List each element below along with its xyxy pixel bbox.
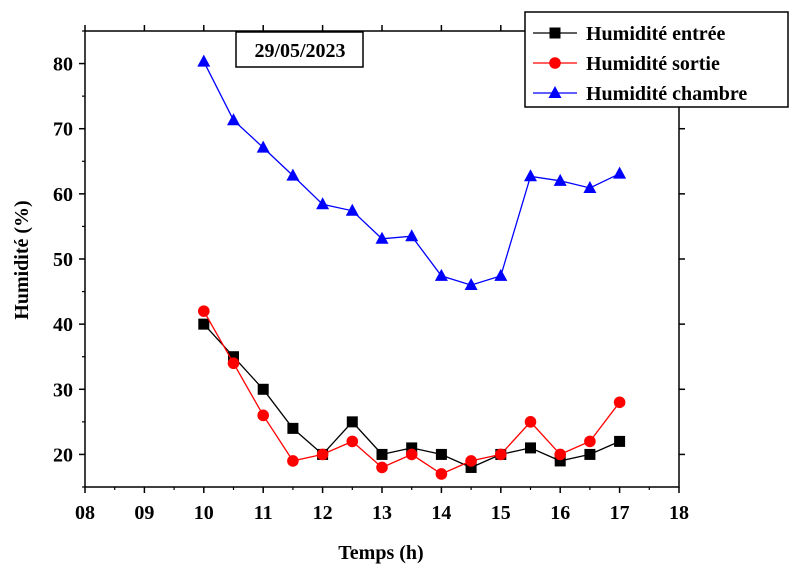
data-point bbox=[583, 180, 597, 193]
legend-marker bbox=[548, 86, 562, 98]
data-point bbox=[494, 268, 508, 281]
date-annotation-text: 29/05/2023 bbox=[254, 40, 345, 62]
data-point bbox=[584, 448, 596, 460]
y-tick-label: 80 bbox=[53, 54, 73, 76]
y-tick-label: 50 bbox=[53, 249, 73, 271]
data-point bbox=[256, 140, 270, 153]
data-point bbox=[584, 435, 596, 448]
x-axis-label: Temps (h) bbox=[338, 542, 423, 564]
data-point bbox=[524, 416, 537, 428]
y-tick-label: 40 bbox=[53, 314, 73, 336]
data-point bbox=[346, 435, 359, 448]
data-point bbox=[406, 442, 418, 454]
data-point bbox=[435, 448, 447, 460]
x-tick-label: 15 bbox=[491, 502, 511, 524]
legend-label: Humidité entrée bbox=[586, 23, 726, 45]
data-point bbox=[286, 168, 300, 181]
data-point bbox=[435, 468, 448, 480]
data-point bbox=[375, 231, 389, 244]
data-point bbox=[524, 169, 537, 182]
data-point bbox=[465, 461, 477, 473]
date-annotation: 29/05/2023 bbox=[235, 31, 364, 68]
data-point bbox=[346, 416, 358, 428]
legend-label: Humidité sortie bbox=[586, 53, 720, 75]
x-tick-label: 18 bbox=[669, 502, 689, 524]
legend-marker bbox=[549, 27, 561, 39]
data-point bbox=[198, 305, 210, 317]
y-tick-label: 60 bbox=[53, 184, 73, 206]
data-point bbox=[227, 357, 240, 370]
x-tick-label: 11 bbox=[254, 502, 273, 524]
data-point bbox=[465, 455, 477, 467]
data-point bbox=[376, 461, 388, 474]
x-tick-label: 13 bbox=[372, 502, 392, 524]
x-tick-label: 12 bbox=[313, 502, 333, 524]
data-point bbox=[316, 448, 329, 461]
data-point bbox=[613, 166, 627, 179]
x-tick-label: 08 bbox=[75, 502, 95, 524]
series-layer bbox=[197, 54, 627, 480]
data-point bbox=[345, 203, 359, 216]
data-point bbox=[554, 448, 566, 461]
legend: Humidité entrée Humidité sortie Humidité c… bbox=[524, 11, 789, 108]
data-point bbox=[287, 455, 299, 467]
data-point bbox=[405, 229, 419, 242]
x-tick-label: 14 bbox=[431, 502, 451, 524]
legend-marker bbox=[549, 57, 561, 69]
data-point bbox=[464, 278, 478, 291]
data-point bbox=[257, 383, 269, 395]
x-tick-label: 09 bbox=[134, 502, 154, 524]
y-axis-label: Humidité (%) bbox=[11, 200, 33, 319]
x-tick-label: 16 bbox=[550, 502, 570, 524]
data-point bbox=[495, 448, 507, 461]
data-point bbox=[197, 54, 211, 67]
data-point bbox=[613, 396, 626, 409]
series-group bbox=[198, 305, 626, 480]
y-tick-label: 70 bbox=[53, 119, 73, 141]
x-tick-label: 17 bbox=[610, 502, 630, 524]
data-point bbox=[287, 422, 299, 434]
data-point bbox=[198, 318, 210, 330]
data-point bbox=[434, 268, 448, 281]
data-point bbox=[376, 448, 388, 460]
data-point bbox=[227, 113, 240, 126]
x-tick-label: 10 bbox=[194, 502, 214, 524]
data-point bbox=[554, 455, 566, 467]
y-tick-label: 20 bbox=[53, 444, 73, 466]
data-point bbox=[257, 409, 270, 422]
axes: 08 09 10 11 12 13 14 15 16 17 18 20 30 40 50 60 70 80 bbox=[53, 25, 689, 524]
data-point bbox=[316, 197, 330, 210]
data-point bbox=[405, 448, 418, 461]
data-point bbox=[614, 435, 626, 447]
y-tick-label: 30 bbox=[53, 379, 73, 401]
data-point bbox=[525, 442, 536, 454]
data-point bbox=[228, 351, 239, 363]
series-group bbox=[197, 54, 627, 291]
data-point bbox=[553, 173, 567, 186]
legend-label: Humidité chambre bbox=[586, 83, 747, 105]
